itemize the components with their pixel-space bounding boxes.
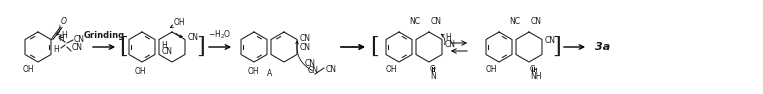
- Text: [: [: [119, 36, 127, 58]
- Text: 3a: 3a: [595, 42, 610, 52]
- Text: OH: OH: [247, 67, 259, 76]
- Text: CN: CN: [162, 47, 173, 56]
- Text: OH: OH: [385, 65, 397, 74]
- Text: OH: OH: [22, 65, 34, 74]
- Text: N: N: [430, 72, 436, 81]
- Text: H: H: [53, 44, 59, 53]
- Text: CN: CN: [188, 33, 199, 42]
- Text: CN: CN: [74, 34, 85, 44]
- Text: O: O: [61, 17, 67, 27]
- Text: C: C: [430, 65, 435, 74]
- Text: H: H: [161, 41, 167, 50]
- Text: CN: CN: [300, 34, 311, 43]
- Text: OH: OH: [134, 67, 146, 76]
- Text: H: H: [61, 31, 67, 40]
- Text: $-$H$_{2}$O: $-$H$_{2}$O: [208, 28, 232, 41]
- Text: CN: CN: [431, 17, 442, 26]
- Text: [: [: [370, 36, 378, 58]
- Text: H: H: [58, 34, 64, 43]
- Text: CN: CN: [545, 36, 556, 45]
- Text: CN: CN: [304, 59, 315, 68]
- Text: C: C: [530, 65, 536, 74]
- Text: ]: ]: [196, 36, 204, 58]
- Text: Grinding: Grinding: [83, 31, 124, 40]
- Text: CN: CN: [307, 66, 318, 75]
- Text: H: H: [445, 33, 451, 42]
- Text: CN: CN: [531, 17, 542, 26]
- Text: CN: CN: [326, 64, 337, 74]
- Text: CN: CN: [445, 40, 456, 49]
- Text: OH: OH: [485, 65, 497, 74]
- Text: A: A: [267, 69, 272, 78]
- Text: ]: ]: [552, 36, 561, 58]
- Text: CN: CN: [300, 43, 311, 52]
- Text: NC: NC: [409, 17, 420, 26]
- Text: OH: OH: [174, 18, 185, 27]
- Text: NC: NC: [509, 17, 520, 26]
- Text: NH: NH: [530, 72, 542, 81]
- Text: CN: CN: [72, 43, 83, 52]
